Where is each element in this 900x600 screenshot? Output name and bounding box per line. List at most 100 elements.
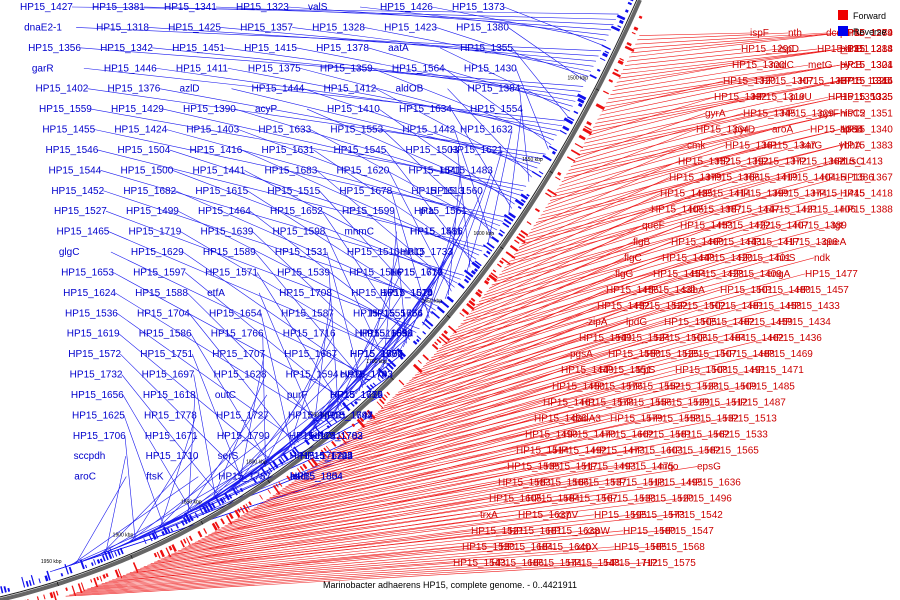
- gene-label[interactable]: HP15_1357: [240, 22, 293, 33]
- gene-label[interactable]: HP15_1562: [677, 429, 730, 440]
- gene-label[interactable]: HP15_1483: [440, 165, 493, 176]
- gene-label[interactable]: HP15_1503: [405, 145, 458, 156]
- gene-label[interactable]: HP15_1620: [336, 165, 389, 176]
- gene-label[interactable]: HP15_1652: [270, 206, 323, 217]
- gene-label[interactable]: HP15_1375: [248, 63, 301, 74]
- gene-label[interactable]: HP15_1578: [581, 397, 634, 408]
- gene-label[interactable]: HP15_1307: [761, 76, 814, 87]
- gene-label[interactable]: HP15_1572: [68, 349, 121, 360]
- gene-label[interactable]: HP15_1387: [689, 205, 742, 216]
- gene-label[interactable]: HP15_1446: [104, 63, 157, 74]
- gene-label[interactable]: HP15_1794: [300, 451, 353, 462]
- gene-label[interactable]: HP15_1473: [592, 446, 645, 457]
- gene-label[interactable]: HP15_1314: [840, 44, 893, 55]
- gene-label[interactable]: HP15_1402: [36, 84, 89, 95]
- gene-label[interactable]: HP15_1789: [350, 349, 403, 360]
- gene-label[interactable]: HP15_1640: [538, 542, 591, 553]
- gene-label[interactable]: HP15_1637: [518, 510, 571, 521]
- gene-label[interactable]: malQ: [400, 247, 424, 258]
- gene-label[interactable]: HP15_1517: [545, 462, 598, 473]
- gene-label[interactable]: HP15_1335: [840, 92, 893, 103]
- gene-label[interactable]: HP15_1555: [353, 308, 406, 319]
- gene-label[interactable]: HP15_1586: [139, 329, 192, 340]
- gene-label[interactable]: HP15_1464: [198, 206, 251, 217]
- gene-label[interactable]: HP15_1539: [277, 267, 330, 278]
- gene-label[interactable]: HP15_1693: [288, 410, 341, 421]
- gene-label[interactable]: HP15_1388: [840, 205, 893, 216]
- gene-label[interactable]: HP15_1585: [614, 542, 667, 553]
- gene-label[interactable]: HP15_1568: [652, 542, 705, 553]
- gene-label[interactable]: HP15_1510: [347, 247, 400, 258]
- gene-label[interactable]: HP15_1505: [664, 317, 717, 328]
- gene-label[interactable]: HP15_1553: [330, 125, 383, 136]
- gene-label[interactable]: HP15_1454: [653, 269, 706, 280]
- gene-label[interactable]: ndk: [814, 253, 831, 264]
- gene-label[interactable]: pyrF: [819, 108, 839, 119]
- gene-label[interactable]: HP15_1657: [351, 288, 404, 299]
- gene-label[interactable]: purU: [790, 92, 812, 103]
- gene-label[interactable]: HP15_1595: [594, 510, 647, 521]
- gene-label[interactable]: HP15_1329: [781, 108, 834, 119]
- gene-label[interactable]: HP15_1374: [774, 189, 827, 200]
- gene-label[interactable]: HP15_1490: [525, 429, 578, 440]
- gene-label[interactable]: HP15_1530: [462, 542, 515, 553]
- gene-label[interactable]: ispD: [779, 44, 799, 55]
- gene-label[interactable]: HP15_1367: [840, 173, 893, 184]
- gene-label[interactable]: HP15_1386: [821, 173, 874, 184]
- gene-label[interactable]: HP15_1443: [709, 237, 762, 248]
- gene-label[interactable]: HP15_1671: [145, 431, 198, 442]
- gene-label[interactable]: HP15_1488: [722, 349, 775, 360]
- gene-label[interactable]: HP15_1667: [284, 349, 337, 360]
- gene-label[interactable]: HP15_1362: [792, 156, 845, 167]
- gene-label[interactable]: garR: [32, 63, 54, 74]
- gene-label[interactable]: HP15_1551: [599, 365, 652, 376]
- gene-label[interactable]: HP15_1577: [350, 349, 403, 360]
- gene-label[interactable]: HP15_1653: [61, 267, 114, 278]
- gene-label[interactable]: HP15_1351: [840, 108, 893, 119]
- gene-label[interactable]: epsG: [697, 462, 721, 473]
- gene-label[interactable]: HP15_1632: [460, 125, 513, 136]
- gene-label[interactable]: HP15_1744: [320, 410, 373, 421]
- gene-label[interactable]: HP15_1491: [713, 365, 766, 376]
- gene-label[interactable]: HP15_1522: [635, 301, 688, 312]
- gene-label[interactable]: HP15_1442: [402, 125, 455, 136]
- gene-label[interactable]: HP15_1576: [590, 381, 643, 392]
- gene-label[interactable]: HP15_1415: [244, 43, 297, 54]
- gene-label[interactable]: kefC: [310, 431, 331, 442]
- gene-label[interactable]: HP15_1392: [716, 156, 769, 167]
- gene-label[interactable]: HP15_1636: [688, 478, 741, 489]
- gene-label[interactable]: HP15_1482: [702, 317, 755, 328]
- gene-label[interactable]: HP15_1504: [117, 145, 170, 156]
- gene-label[interactable]: HP15_1420: [700, 253, 753, 264]
- gene-label[interactable]: katG: [801, 140, 822, 151]
- gene-label[interactable]: HP15_1344: [840, 76, 893, 87]
- gene-label[interactable]: HP15_1324: [840, 60, 893, 71]
- gene-label[interactable]: xcpW: [585, 526, 611, 537]
- gene-label[interactable]: aatA: [388, 43, 409, 54]
- gene-label[interactable]: HP15_1594: [286, 370, 339, 381]
- gene-label[interactable]: HP15_1480: [758, 285, 811, 296]
- gene-label[interactable]: HP15_1516: [349, 267, 402, 278]
- gene-label[interactable]: HP15_1288: [840, 44, 893, 55]
- gene-label[interactable]: lpdG: [626, 317, 647, 328]
- gene-label[interactable]: HP15_1618: [143, 390, 196, 401]
- gene-label[interactable]: HP15_1453: [680, 221, 733, 232]
- gene-label[interactable]: dusC: [840, 156, 863, 167]
- gene-label[interactable]: HP15_1511: [410, 227, 463, 238]
- gene-label[interactable]: pgsA: [570, 349, 593, 360]
- gene-label[interactable]: HP15_1518: [612, 478, 665, 489]
- gene-label[interactable]: HP15_1532: [686, 413, 739, 424]
- gene-label[interactable]: HP15_1424: [114, 125, 167, 136]
- gene-label[interactable]: HP15_1524: [617, 333, 670, 344]
- gene-label[interactable]: HP15_1579: [610, 413, 663, 424]
- gene-label[interactable]: HP15_1447: [727, 205, 780, 216]
- gene-label[interactable]: pyrD: [734, 124, 755, 135]
- gene-label[interactable]: cysG: [340, 370, 363, 381]
- gene-label[interactable]: HP15_1456: [606, 285, 659, 296]
- gene-label[interactable]: HP15_1686: [491, 558, 544, 569]
- gene-label[interactable]: HP15_1486: [410, 227, 463, 238]
- gene-label[interactable]: HP15_1334: [696, 124, 749, 135]
- gene-label[interactable]: HP15_1450: [552, 381, 605, 392]
- gene-label[interactable]: HP15_1509: [704, 381, 757, 392]
- gene-label[interactable]: flgC: [624, 253, 642, 264]
